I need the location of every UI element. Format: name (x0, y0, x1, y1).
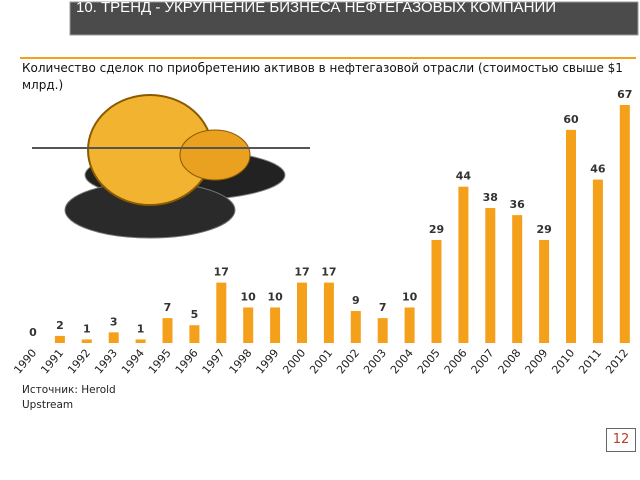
chart-title: Количество сделок по приобретению активо… (22, 61, 623, 92)
data-label: 46 (590, 163, 606, 176)
x-tick-label: 1996 (173, 347, 201, 377)
x-tick-label: 2000 (280, 347, 308, 377)
data-label: 7 (379, 301, 387, 314)
data-label: 3 (110, 315, 118, 328)
x-tick-label: 1994 (119, 347, 147, 377)
data-label: 17 (321, 266, 336, 279)
data-label: 10 (402, 290, 418, 303)
data-label: 29 (536, 223, 551, 236)
bar (539, 239, 550, 343)
data-label: 29 (429, 223, 444, 236)
bar (350, 311, 361, 343)
bar (270, 307, 281, 343)
data-label: 7 (164, 301, 172, 314)
bar (512, 215, 523, 343)
x-tick-label: 2006 (442, 347, 470, 377)
x-tick-label: 1995 (146, 347, 174, 377)
x-tick-label: 2001 (307, 347, 335, 377)
data-label: 36 (510, 198, 526, 211)
x-tick-label: 1998 (227, 347, 255, 377)
bar (297, 282, 307, 343)
bar (54, 335, 65, 343)
bar (81, 339, 92, 343)
data-label: 5 (191, 308, 199, 321)
x-tick-label: 2009 (522, 347, 550, 377)
data-label: 1 (83, 322, 91, 335)
bar (216, 282, 227, 343)
x-tick-label: 1991 (38, 347, 66, 377)
bar (566, 129, 576, 343)
data-label: 2 (56, 319, 64, 332)
x-tick-label: 1992 (65, 347, 93, 377)
bar (108, 332, 119, 343)
bar (431, 239, 442, 343)
data-label: 38 (483, 191, 498, 204)
bar (485, 208, 496, 343)
x-tick-label: 2011 (576, 347, 604, 377)
x-tick-label: 2007 (469, 347, 497, 377)
bar (458, 186, 469, 343)
x-tick-label: 2012 (603, 347, 631, 377)
slide-title: 10. ТРЕНД - УКРУПНЕНИЕ БИЗНЕСА НЕФТЕГАЗО… (76, 0, 557, 16)
data-label: 1 (137, 322, 145, 335)
x-tick-label: 2003 (361, 347, 389, 377)
bar (189, 325, 200, 343)
bar (404, 307, 415, 343)
x-tick-label: 1997 (200, 347, 228, 377)
data-label: 9 (352, 294, 360, 307)
coins-illustration (32, 94, 310, 239)
bar (377, 318, 388, 343)
bar (592, 179, 603, 343)
x-tick-label: 2004 (388, 347, 416, 377)
data-label: 17 (294, 266, 309, 279)
x-tick-label: 1990 (11, 347, 39, 377)
data-label: 60 (563, 113, 579, 126)
x-tick-label: 1999 (253, 347, 281, 377)
bar (135, 339, 146, 343)
data-label: 10 (241, 290, 257, 303)
bar (162, 318, 173, 343)
x-tick-label: 2010 (549, 347, 577, 377)
x-tick-label: 1993 (92, 347, 120, 377)
data-label: 44 (456, 170, 472, 183)
x-tick-label: 2008 (496, 347, 524, 377)
x-tick-label: 2005 (415, 347, 443, 377)
data-label: 10 (267, 290, 283, 303)
page-number: 12 (606, 428, 636, 452)
title-banner (69, 1, 639, 36)
bar (323, 282, 334, 343)
bar (243, 307, 254, 343)
source: Источник: Herold Upstream (22, 384, 116, 411)
x-tick-label: 2002 (334, 347, 362, 377)
data-label: 17 (214, 266, 229, 279)
bar (619, 105, 630, 343)
data-label: 67 (617, 88, 632, 101)
data-label: 0 (29, 326, 37, 339)
